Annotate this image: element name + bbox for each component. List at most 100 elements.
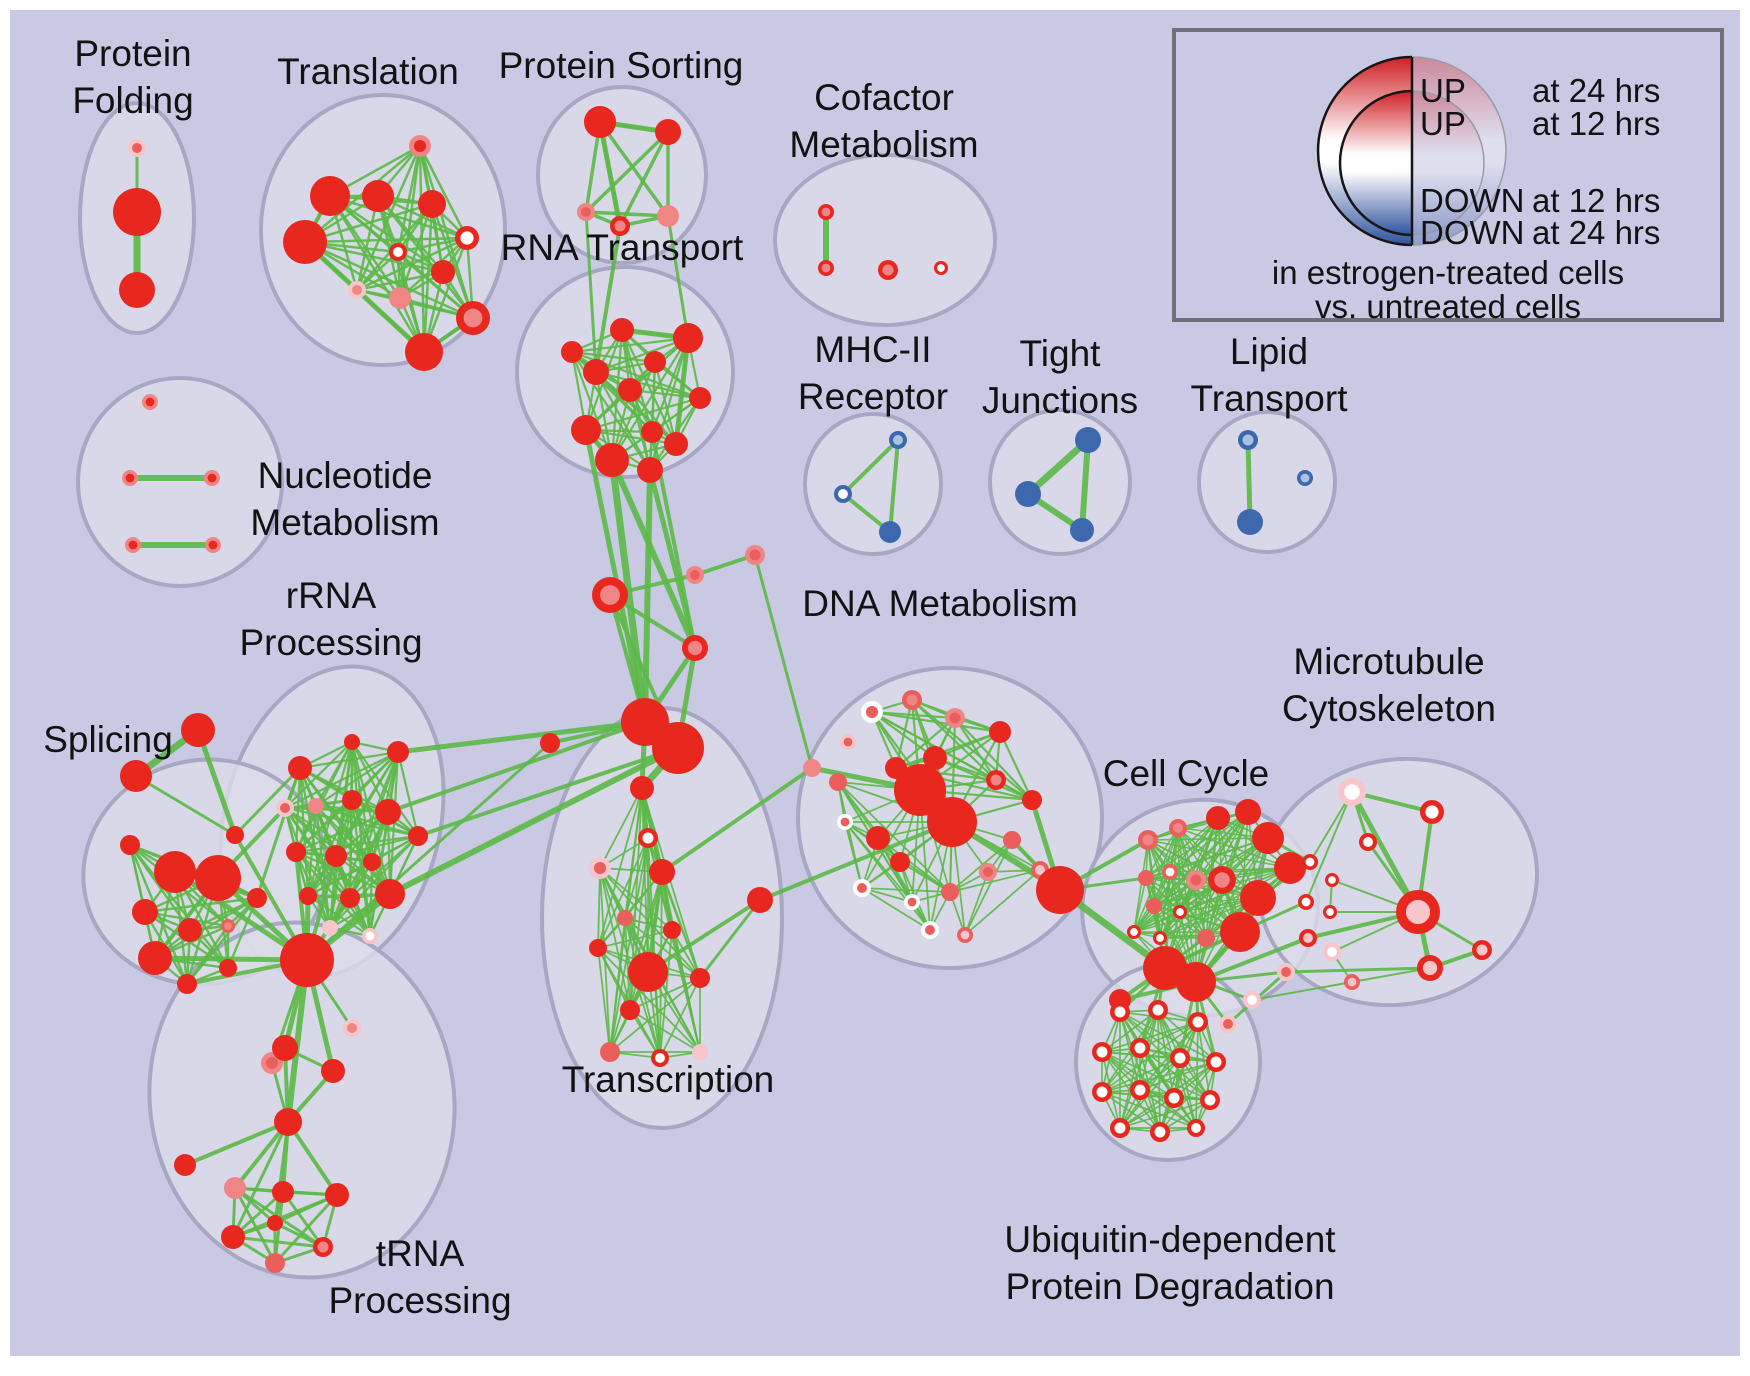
gene-node[interactable] (224, 1177, 246, 1199)
gene-node[interactable] (1235, 799, 1261, 825)
gene-node[interactable] (540, 733, 560, 753)
gene-node[interactable] (689, 387, 711, 409)
gene-node-outer[interactable] (689, 387, 711, 409)
gene-node[interactable] (803, 759, 821, 777)
gene-node[interactable] (418, 190, 446, 218)
gene-node[interactable] (934, 261, 948, 275)
gene-node[interactable] (584, 106, 616, 138)
gene-node[interactable] (1176, 962, 1216, 1002)
gene-node[interactable] (829, 773, 847, 791)
gene-node-outer[interactable] (1176, 962, 1216, 1002)
gene-node-outer[interactable] (405, 333, 443, 371)
gene-node[interactable] (927, 797, 977, 847)
gene-node[interactable] (837, 814, 853, 830)
gene-node[interactable] (221, 1225, 245, 1249)
gene-node-outer[interactable] (692, 1044, 708, 1060)
gene-node[interactable] (219, 959, 237, 977)
gene-node[interactable] (1143, 946, 1187, 990)
gene-node[interactable] (1127, 925, 1141, 939)
gene-node-outer[interactable] (540, 733, 560, 753)
gene-node[interactable] (154, 851, 196, 893)
gene-node[interactable] (890, 852, 910, 872)
gene-node[interactable] (1323, 905, 1337, 919)
gene-node[interactable] (1252, 822, 1284, 854)
gene-node[interactable] (1220, 912, 1260, 952)
gene-node[interactable] (1187, 1119, 1205, 1137)
gene-node[interactable] (986, 770, 1006, 790)
gene-node[interactable] (618, 378, 642, 402)
gene-node-outer[interactable] (644, 351, 666, 373)
gene-node[interactable] (941, 883, 959, 901)
gene-node-outer[interactable] (389, 287, 411, 309)
gene-node[interactable] (1274, 852, 1306, 884)
gene-node[interactable] (655, 119, 681, 145)
gene-node[interactable] (1110, 1118, 1130, 1138)
gene-node-outer[interactable] (226, 826, 244, 844)
gene-node-outer[interactable] (600, 1042, 620, 1062)
gene-node[interactable] (455, 226, 479, 250)
gene-node-outer[interactable] (265, 1253, 285, 1273)
gene-node-outer[interactable] (362, 180, 394, 212)
gene-node[interactable] (1092, 1042, 1112, 1062)
gene-node-outer[interactable] (119, 272, 155, 308)
gene-node[interactable] (692, 1044, 708, 1060)
gene-node[interactable] (1170, 1048, 1190, 1068)
gene-node-outer[interactable] (286, 842, 306, 862)
gene-node[interactable] (1169, 819, 1187, 837)
gene-node-outer[interactable] (267, 1215, 283, 1231)
gene-node[interactable] (1338, 778, 1366, 806)
gene-node[interactable] (120, 760, 152, 792)
gene-node[interactable] (325, 1183, 349, 1207)
gene-node[interactable] (589, 857, 611, 879)
gene-node[interactable] (340, 888, 360, 908)
gene-node-outer[interactable] (890, 852, 910, 872)
gene-node[interactable] (1022, 790, 1042, 810)
gene-node-outer[interactable] (617, 910, 633, 926)
gene-node-outer[interactable] (221, 1225, 245, 1249)
gene-node[interactable] (1162, 864, 1178, 880)
gene-node-outer[interactable] (885, 757, 907, 779)
gene-node[interactable] (921, 921, 939, 939)
gene-node[interactable] (1206, 1052, 1226, 1072)
gene-node[interactable] (945, 708, 965, 728)
gene-node-outer[interactable] (1146, 898, 1162, 914)
gene-node[interactable] (128, 139, 146, 157)
gene-node[interactable] (1092, 1082, 1112, 1102)
gene-node[interactable] (592, 577, 628, 613)
gene-node-outer[interactable] (340, 888, 360, 908)
gene-node-outer[interactable] (113, 188, 161, 236)
gene-node[interactable] (1297, 470, 1313, 486)
gene-node[interactable] (902, 690, 922, 710)
gene-node[interactable] (638, 828, 658, 848)
gene-node-outer[interactable] (1235, 799, 1261, 825)
gene-node-outer[interactable] (272, 1181, 294, 1203)
gene-node[interactable] (1420, 800, 1444, 824)
gene-node[interactable] (589, 939, 607, 957)
gene-node[interactable] (834, 485, 852, 503)
gene-node-outer[interactable] (325, 1183, 349, 1207)
gene-node-outer[interactable] (272, 1035, 298, 1061)
gene-node[interactable] (1472, 940, 1492, 960)
gene-node[interactable] (204, 470, 220, 486)
gene-node[interactable] (1208, 866, 1236, 894)
gene-node-outer[interactable] (1274, 852, 1306, 884)
gene-node[interactable] (408, 826, 428, 846)
gene-node[interactable] (299, 887, 317, 905)
gene-node[interactable] (620, 1000, 640, 1020)
gene-node[interactable] (288, 756, 312, 780)
gene-node[interactable] (889, 431, 907, 449)
gene-node-outer[interactable] (195, 855, 241, 901)
gene-node-outer[interactable] (431, 260, 455, 284)
gene-node[interactable] (344, 734, 360, 750)
gene-node[interactable] (375, 799, 401, 825)
gene-node-outer[interactable] (342, 790, 362, 810)
gene-node-outer[interactable] (927, 797, 977, 847)
gene-node[interactable] (1036, 866, 1084, 914)
gene-node[interactable] (1188, 1012, 1208, 1032)
gene-node[interactable] (979, 863, 997, 881)
gene-node[interactable] (1173, 905, 1187, 919)
gene-node[interactable] (362, 180, 394, 212)
gene-node-outer[interactable] (1036, 866, 1084, 914)
gene-node-outer[interactable] (595, 443, 629, 477)
gene-node-outer[interactable] (321, 1059, 345, 1083)
